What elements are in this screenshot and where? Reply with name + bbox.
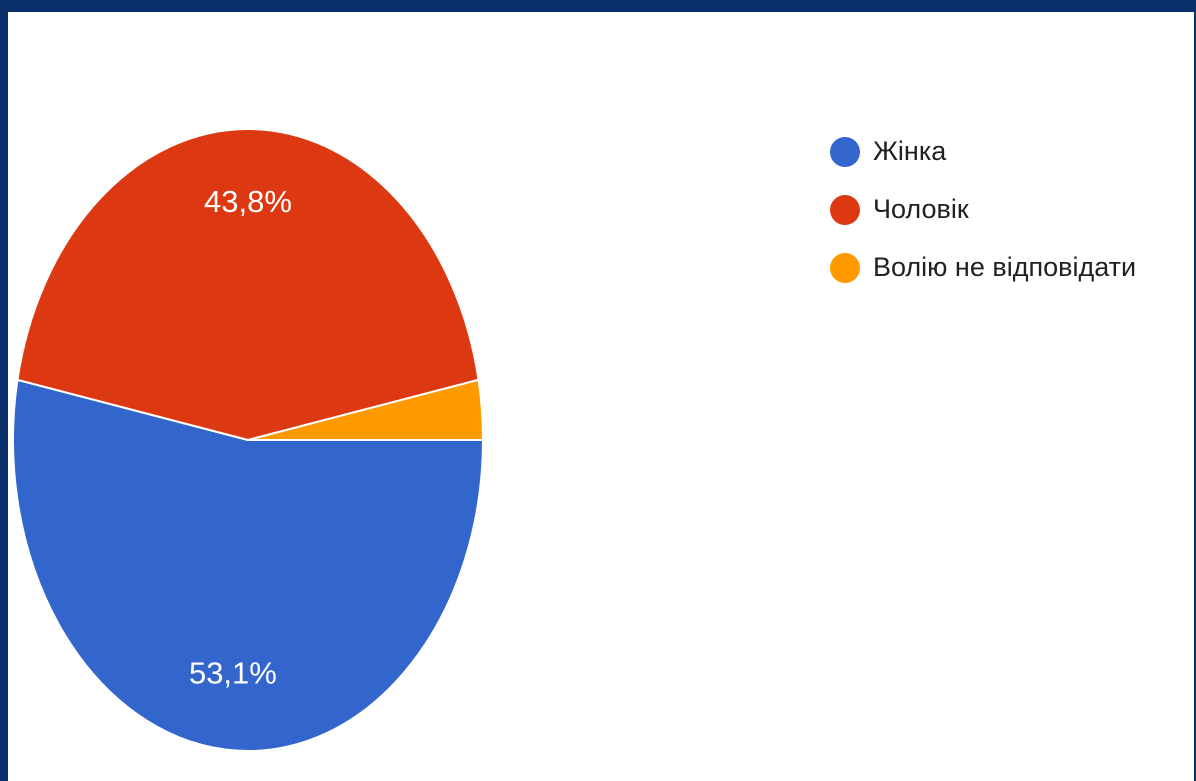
- legend-item-cholovik[interactable]: Чоловік: [830, 188, 1136, 231]
- pie-slice-0[interactable]: [12, 378, 485, 752]
- chart-canvas: 53,1% 43,8% Жінка Чоловік Волію не відпов…: [8, 12, 1194, 781]
- pie-chart: 53,1% 43,8%: [12, 128, 485, 752]
- slice-value-label: 43,8%: [204, 184, 292, 219]
- legend-swatch: [830, 136, 860, 167]
- legend-label: Жінка: [873, 136, 947, 166]
- pie-slice-1[interactable]: [16, 128, 480, 442]
- legend-item-zhinka[interactable]: Жінка: [830, 130, 1136, 173]
- legend-label: Волію не відповідати: [873, 252, 1137, 282]
- legend-label: Чоловік: [873, 194, 969, 224]
- legend-item-volyu-ne-vidpovidaty[interactable]: Волію не відповідати: [830, 246, 1136, 289]
- legend-swatch: [830, 252, 860, 283]
- chart-legend: Жінка Чоловік Волію не відповідати: [830, 130, 1136, 289]
- legend-swatch: [830, 194, 860, 225]
- pie-slice-2[interactable]: [247, 378, 485, 441]
- slice-value-label: 53,1%: [189, 655, 277, 690]
